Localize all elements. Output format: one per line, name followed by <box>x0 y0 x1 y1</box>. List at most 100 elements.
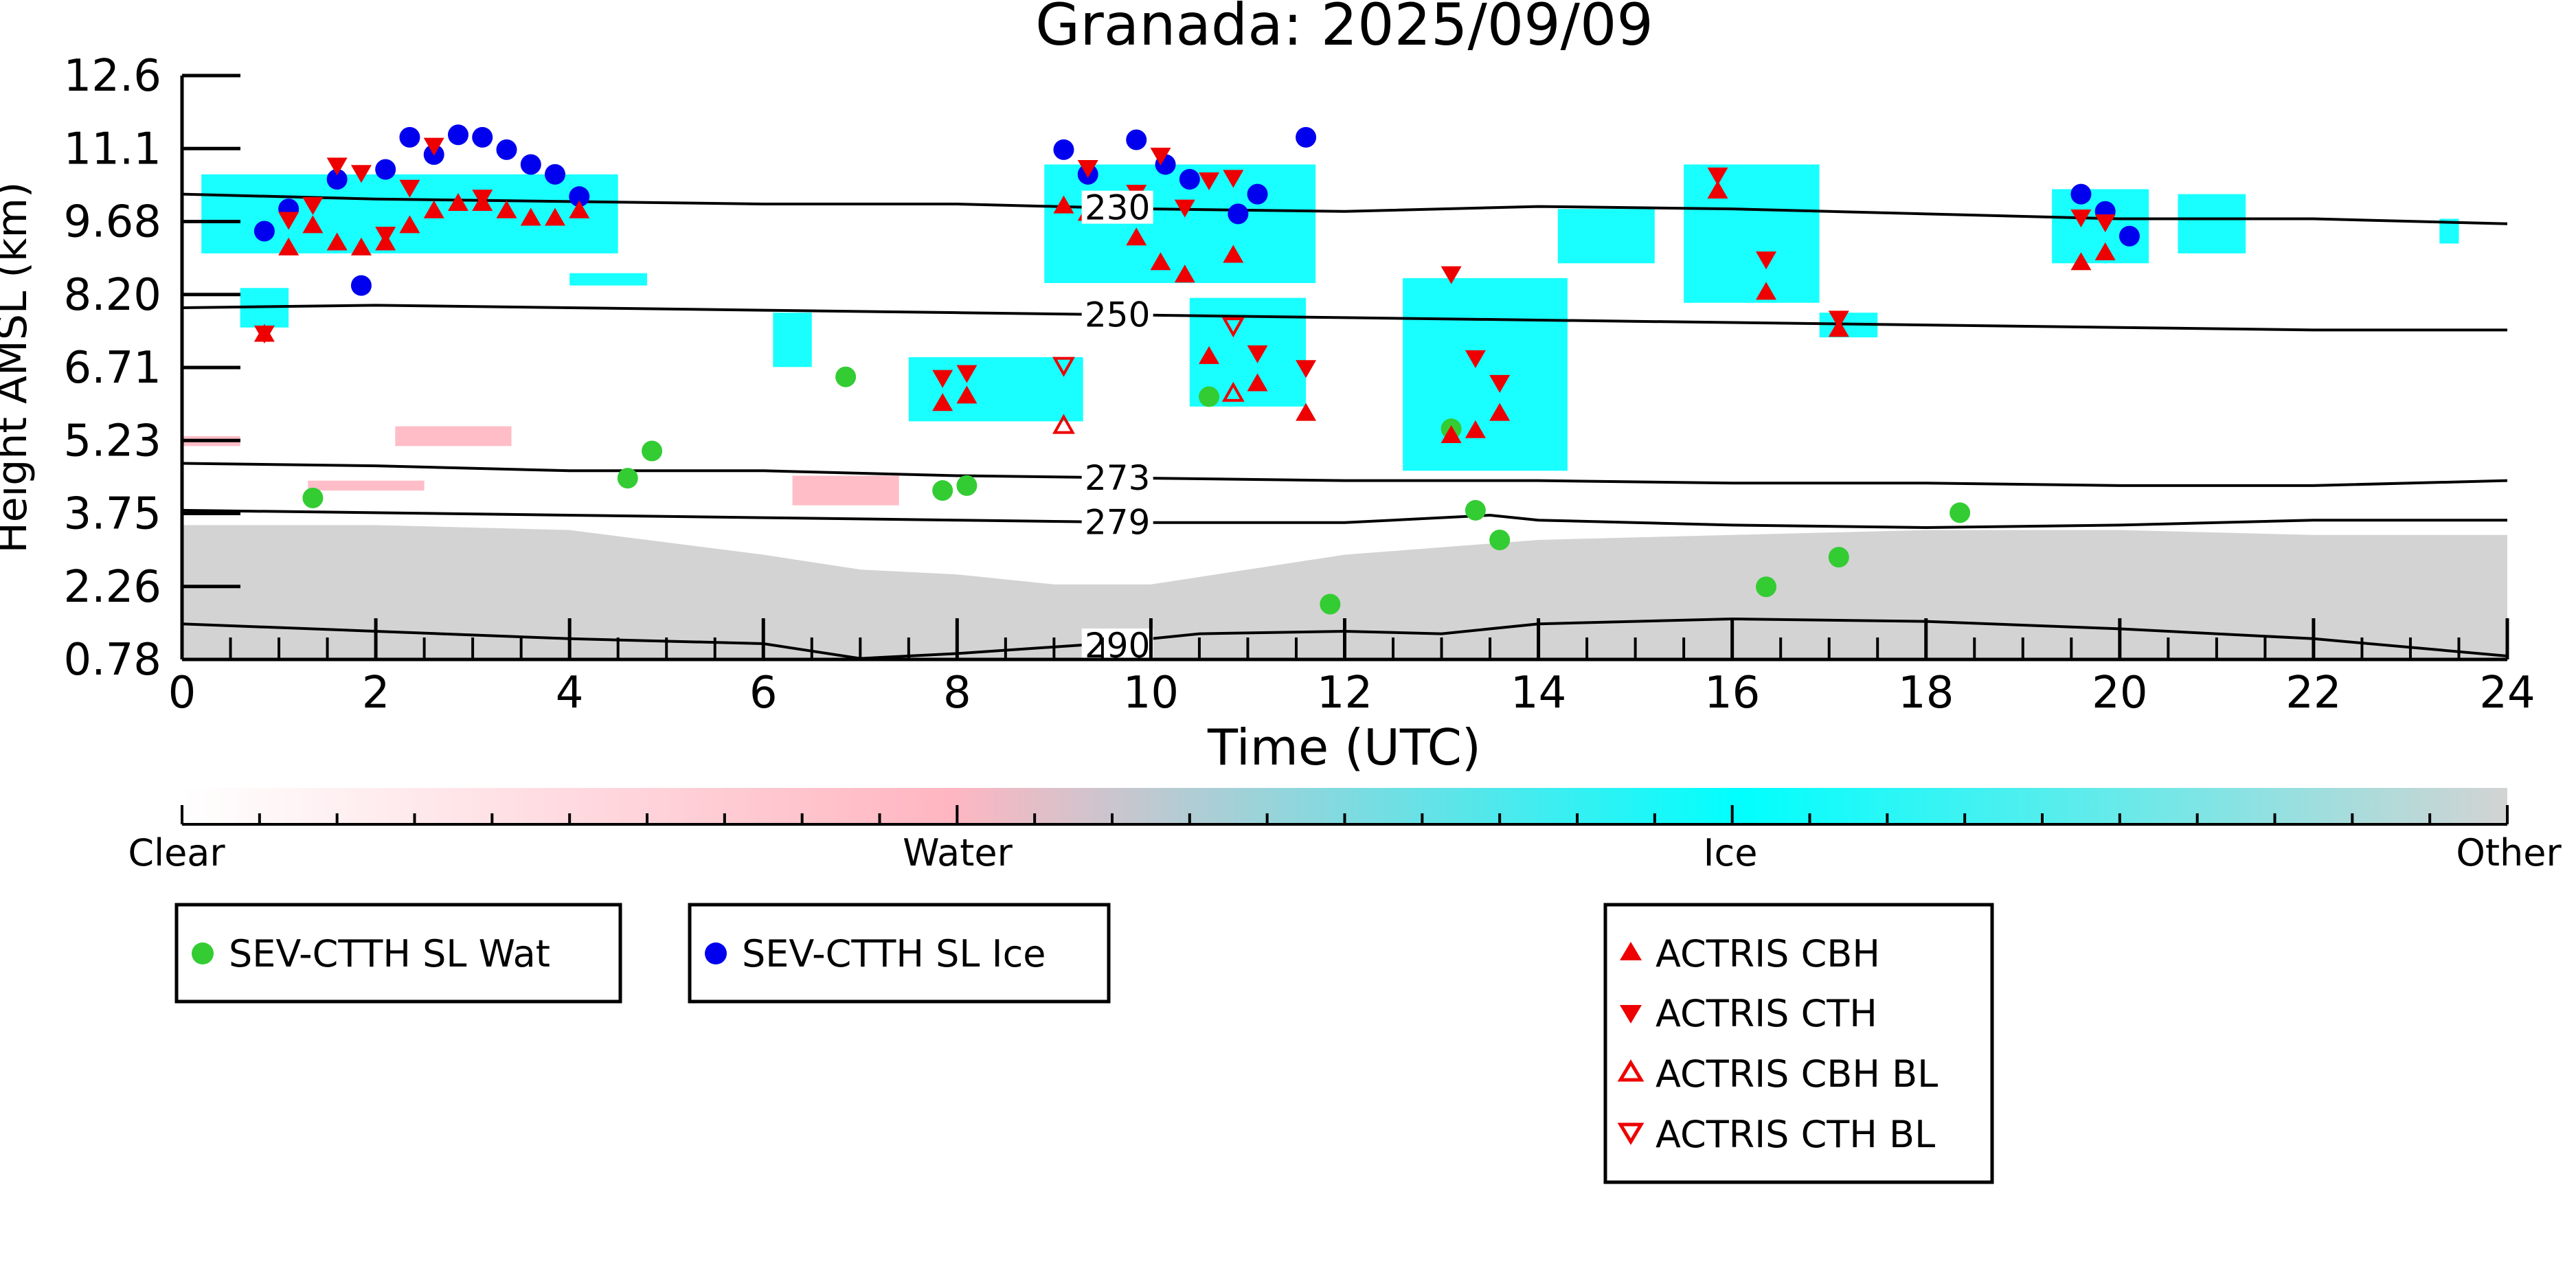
y-tick-label-7: 11.1 <box>64 124 162 174</box>
point-actris-cbh-13 <box>569 200 590 218</box>
point-actris-cth-5 <box>375 227 396 245</box>
cloud-region-water-16 <box>395 426 512 447</box>
point-actris-cbh-2 <box>302 215 324 234</box>
point-actris-cbh-16 <box>1053 195 1074 214</box>
point-actris-cbh-22 <box>1223 245 1244 263</box>
point-sev-ctth-sl-wat-6 <box>1199 386 1220 407</box>
point-actris-cbh-12 <box>545 207 566 226</box>
legend-actris: ACTRIS CBH ACTRIS CTH ACTRIS CBH BL ACTR… <box>1603 903 1994 1184</box>
isotherm-line-250 <box>182 304 2507 332</box>
point-sev-ctth-sl-ice-4 <box>375 159 396 180</box>
point-actris-cth-23 <box>1756 251 1777 270</box>
axes: 0 2 4 6 8 10 12 14 16 18 20 22 240.782.263.755.236.7… <box>64 51 2535 719</box>
point-actris-cth-3 <box>326 157 348 176</box>
point-sev-ctth-sl-wat-9 <box>1465 499 1486 521</box>
point-actris-cbh-8 <box>447 192 468 211</box>
point-actris-cbh-bl-1 <box>1221 381 1245 402</box>
point-sev-ctth-sl-wat-2 <box>642 440 663 462</box>
point-actris-cth-bl-0 <box>1052 357 1075 377</box>
cloud-region-ice-9 <box>1684 164 1820 303</box>
plot-area <box>182 124 2507 659</box>
legend-marker-sev-ice <box>705 942 727 964</box>
x-axis-label: Time (UTC) <box>1207 719 1481 776</box>
point-sev-ctth-sl-wat-4 <box>932 480 953 501</box>
y-tick-label-8: 12.6 <box>64 51 162 102</box>
cloud-region-ice-8 <box>1557 209 1655 264</box>
point-sev-ctth-sl-ice-3 <box>350 275 372 296</box>
x-tick-label-18: 18 <box>1898 668 1954 719</box>
point-sev-ctth-sl-wat-7 <box>1320 594 1341 615</box>
point-actris-cth-17 <box>1247 345 1268 363</box>
point-actris-cbh-1 <box>278 237 300 256</box>
point-actris-cbh-19 <box>1150 252 1171 271</box>
point-actris-cbh-15 <box>956 385 978 404</box>
point-sev-ctth-sl-wat-1 <box>617 468 638 489</box>
point-sev-ctth-sl-ice-12 <box>569 186 590 207</box>
isotherm-label-bg-290 <box>1081 628 1153 662</box>
point-actris-cth-25 <box>2070 209 2092 227</box>
point-actris-cbh-28 <box>1707 180 1728 199</box>
point-actris-cth-0 <box>253 325 275 343</box>
point-actris-cbh-29 <box>1756 282 1777 300</box>
point-actris-cth-11 <box>1077 160 1098 179</box>
point-actris-cbh-20 <box>1174 264 1195 283</box>
point-actris-cth-8 <box>472 190 493 208</box>
point-actris-cth-7 <box>423 137 444 156</box>
point-actris-cbh-11 <box>520 207 541 226</box>
point-sev-ctth-sl-ice-13 <box>1053 139 1074 160</box>
point-actris-cbh-14 <box>932 393 953 411</box>
point-actris-cth-26 <box>2094 214 2116 233</box>
series-actris-cth <box>253 137 2116 393</box>
series-actris-cth-bl <box>1052 317 1245 377</box>
point-sev-ctth-sl-ice-21 <box>2070 183 2092 205</box>
point-actris-cbh-32 <box>2094 242 2116 260</box>
y-tick-label-4: 6.71 <box>64 343 162 394</box>
isotherm-label-bg-230 <box>1081 190 1153 224</box>
legend-marker-sev-wat <box>192 942 214 964</box>
point-actris-cth-21 <box>1489 374 1511 393</box>
y-tick-label-1: 2.26 <box>64 562 162 613</box>
point-sev-ctth-sl-ice-8 <box>472 126 493 148</box>
point-sev-ctth-sl-wat-12 <box>1828 547 1849 568</box>
x-tick-label-22: 22 <box>2285 668 2341 719</box>
point-actris-cth-15 <box>1199 172 1220 191</box>
x-tick-label-24: 24 <box>2479 668 2535 719</box>
chart-title: Granada: 2025/09/09 <box>1035 0 1653 58</box>
legend-label-actris-cth-bl: ACTRIS CTH BL <box>1656 1113 1935 1156</box>
point-sev-ctth-sl-wat-5 <box>956 475 978 496</box>
isotherm-label-230: 230 <box>1085 188 1150 228</box>
cloud-region-ice-4 <box>908 357 1083 422</box>
point-actris-cth-18 <box>1296 360 1317 379</box>
point-actris-cbh-10 <box>496 200 517 218</box>
legend-marker-actris-cbh <box>1620 942 1642 960</box>
x-tick-label-12: 12 <box>1317 668 1372 719</box>
y-tick-label-6: 9.68 <box>64 197 162 248</box>
isotherm-line-230 <box>182 192 2507 225</box>
legend-label-actris-cbh: ACTRIS CBH <box>1656 932 1880 975</box>
point-actris-cbh-31 <box>2070 252 2092 271</box>
point-sev-ctth-sl-ice-18 <box>1228 203 1249 225</box>
legend-label-sev-wat: SEV-CTTH SL Wat <box>229 932 550 975</box>
point-actris-cbh-25 <box>1440 425 1462 443</box>
point-actris-cth-16 <box>1223 170 1244 188</box>
point-actris-cbh-3 <box>326 232 348 251</box>
y-axis-label: Height AMSL (km) <box>0 182 36 554</box>
point-sev-ctth-sl-ice-19 <box>1247 183 1268 205</box>
point-actris-cth-19 <box>1440 266 1462 284</box>
isotherm-label-bg-273 <box>1081 460 1153 494</box>
x-tick-label-16: 16 <box>1704 668 1760 719</box>
point-sev-ctth-sl-wat-11 <box>1756 576 1777 598</box>
point-actris-cbh-24 <box>1296 403 1317 421</box>
point-actris-cbh-7 <box>423 200 444 218</box>
legend-marker-actris-cbh-bl <box>1617 1059 1645 1082</box>
series-sev-ctth-sl-wat <box>302 366 1971 615</box>
cloud-region-ice-3 <box>773 313 812 368</box>
isotherm-label-250: 250 <box>1085 295 1150 335</box>
colorbar: Clear Water Ice Other <box>128 788 2562 874</box>
cloud-region-ice-12 <box>2178 194 2246 253</box>
x-tick-label-4: 4 <box>556 668 584 719</box>
point-actris-cbh-18 <box>1126 227 1147 246</box>
point-actris-cth-9 <box>932 370 953 388</box>
legend-label-sev-ice: SEV-CTTH SL Ice <box>742 932 1046 975</box>
colorbar-label-water: Water <box>903 831 1013 874</box>
